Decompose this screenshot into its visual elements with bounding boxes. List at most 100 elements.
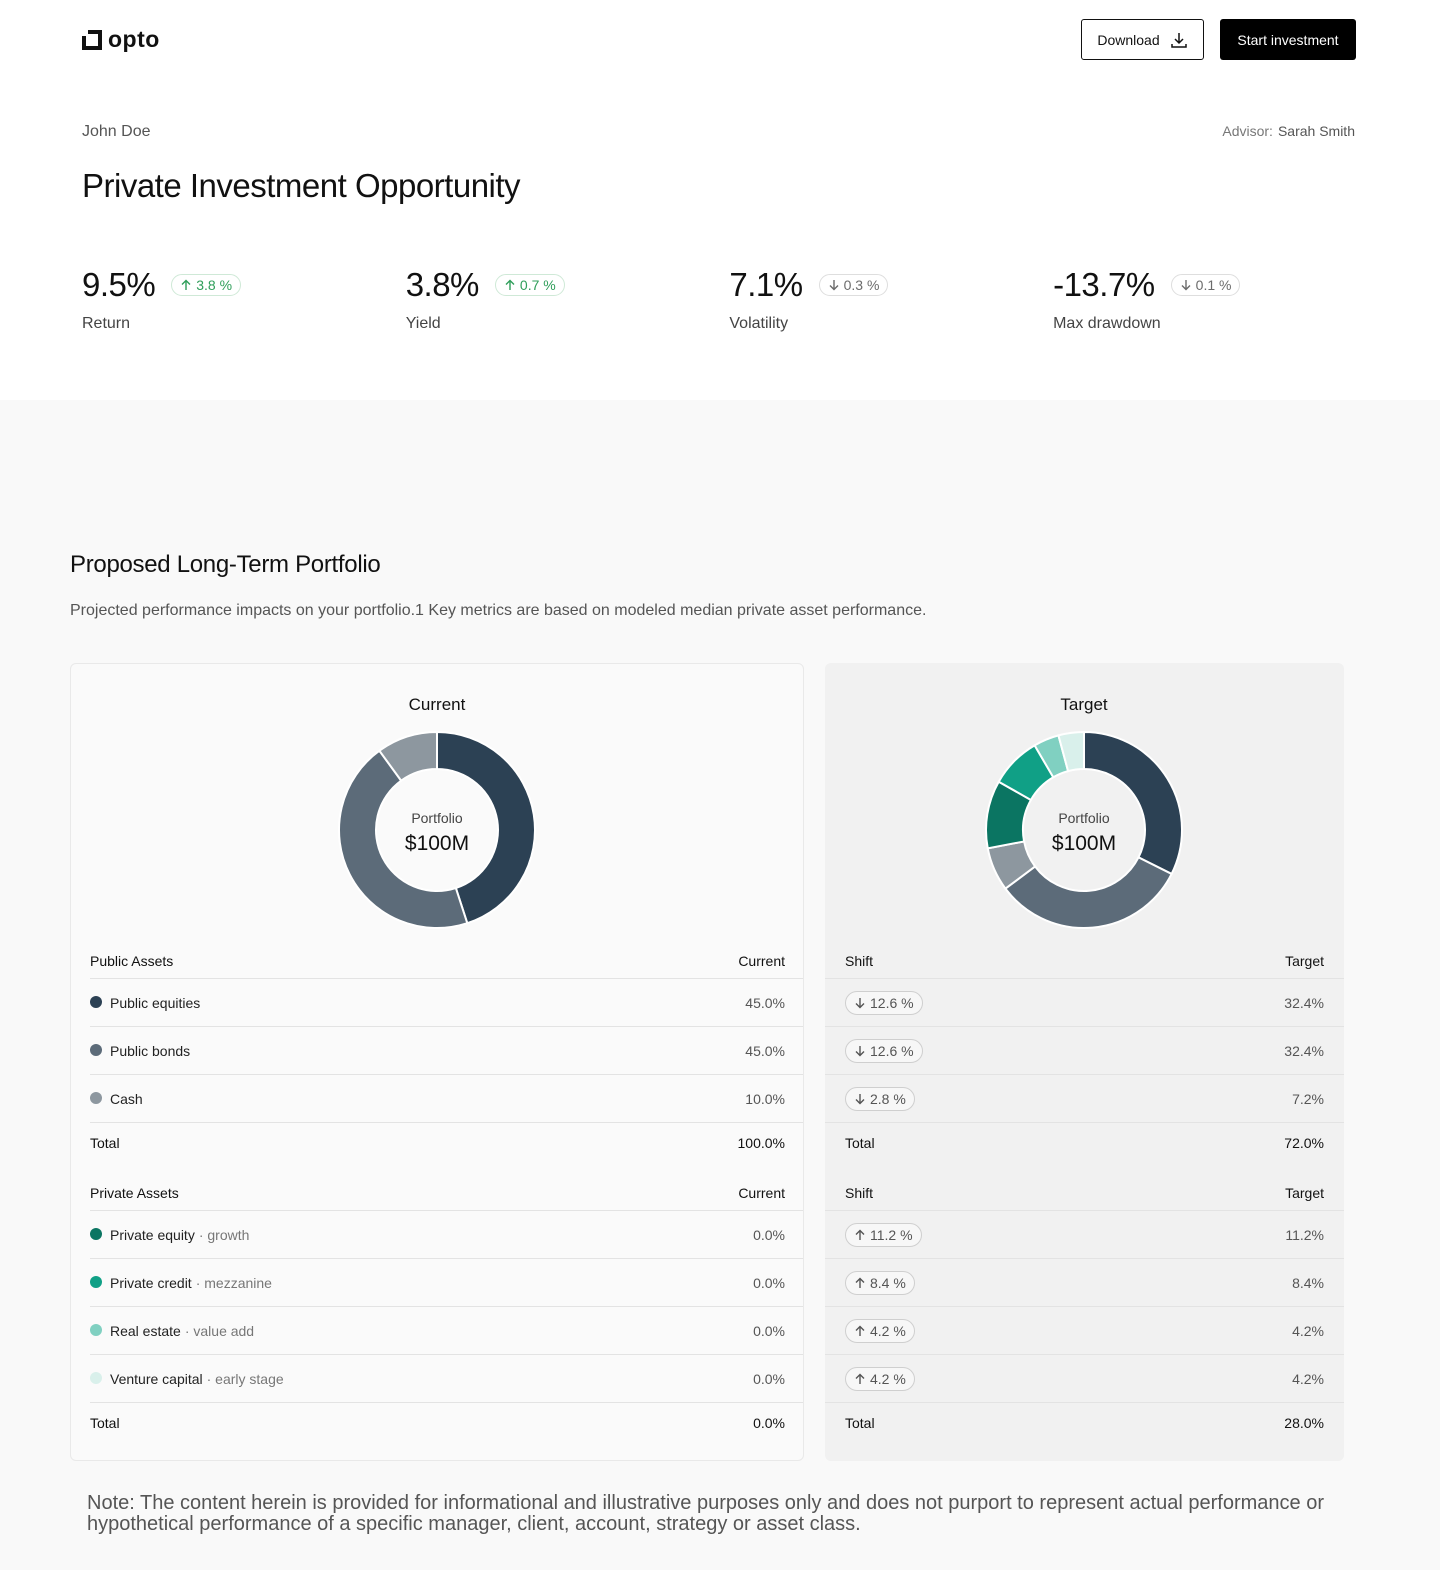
asset-label: Cash xyxy=(110,1091,143,1107)
total-label: Total xyxy=(845,1415,875,1431)
note: Note: The content herein is provided for… xyxy=(87,1492,1325,1535)
shift-value: 12.6 % xyxy=(870,995,914,1011)
arrow-icon xyxy=(181,279,191,290)
column-header: Current xyxy=(738,953,785,969)
asset-name: Public bonds xyxy=(110,1041,190,1061)
legend-dot xyxy=(90,1092,102,1104)
donut-center-label: Portfolio xyxy=(1058,810,1110,826)
chart-title: Target xyxy=(1060,695,1108,714)
current-value: 10.0% xyxy=(745,1091,785,1107)
metric-change: 0.3 % xyxy=(843,277,880,293)
current-card xyxy=(70,663,804,1461)
table-line xyxy=(825,1258,1344,1259)
total-current: 0.0% xyxy=(753,1415,785,1431)
table-line xyxy=(90,1210,803,1211)
arrow-icon xyxy=(855,1094,865,1105)
page-title: Private Investment Opportunity xyxy=(82,167,521,204)
download-button[interactable]: Download xyxy=(1081,19,1204,60)
shift-badge: 11.2 % xyxy=(845,1223,922,1247)
arrow-icon xyxy=(505,279,515,290)
asset-name: Venture capital · early stage xyxy=(110,1369,284,1389)
column-header: Shift xyxy=(845,1185,874,1201)
metric: 9.5% 3.8 % xyxy=(82,265,242,305)
shift-badge: 4.2 % xyxy=(845,1367,915,1391)
legend-dot xyxy=(90,1044,102,1056)
shift-value: 2.8 % xyxy=(870,1091,906,1107)
shift-badge: 12.6 % xyxy=(845,1039,923,1063)
metric-label: Return xyxy=(82,315,131,332)
target-value: 4.2% xyxy=(1292,1323,1324,1339)
total-label: Total xyxy=(845,1135,875,1151)
logo-icon xyxy=(82,30,102,50)
metric-badge: 0.3 % xyxy=(818,274,889,296)
metric-change: 0.1 % xyxy=(1195,277,1232,293)
table-line xyxy=(825,1026,1344,1027)
target-value: 11.2% xyxy=(1285,1227,1324,1243)
arrow-icon xyxy=(1181,280,1191,291)
metric-change: 3.8 % xyxy=(196,277,233,293)
donut-center-label: Portfolio xyxy=(411,810,463,826)
metric: 7.1% 0.3 % xyxy=(729,265,889,305)
current-value: 45.0% xyxy=(745,1043,785,1059)
arrow-icon xyxy=(829,280,839,291)
table-line xyxy=(90,1402,803,1403)
asset-label: Real estate xyxy=(110,1323,181,1339)
table-line xyxy=(90,1258,803,1259)
total-label: Total xyxy=(90,1415,120,1431)
current-value: 0.0% xyxy=(753,1323,785,1339)
legend-dot xyxy=(90,1324,102,1336)
asset-detail: · early stage xyxy=(206,1371,284,1387)
table-line xyxy=(825,978,1344,979)
arrow-icon xyxy=(855,1373,865,1384)
table-line xyxy=(90,1306,803,1307)
metric-label: Volatility xyxy=(729,315,789,332)
legend-dot xyxy=(90,1372,102,1384)
download-icon xyxy=(1170,32,1187,48)
table-line xyxy=(825,1074,1344,1075)
client-name: John Doe xyxy=(82,123,151,140)
start-investment-button[interactable]: Start investment xyxy=(1220,19,1356,60)
metric-value: 3.8% xyxy=(405,266,480,303)
target-value: 32.4% xyxy=(1284,995,1324,1011)
metric-value: 7.1% xyxy=(729,266,803,303)
column-header: Target xyxy=(1285,1185,1324,1201)
metric-badge: 0.1 % xyxy=(1170,274,1241,296)
metric-label: Yield xyxy=(405,315,441,332)
asset-label: Private equity xyxy=(110,1227,195,1243)
asset-name: Public equities xyxy=(110,993,200,1013)
table-line xyxy=(90,1074,803,1075)
total-label: Total xyxy=(90,1135,120,1151)
metric: -13.7% 0.1 % xyxy=(1053,265,1241,305)
table-line xyxy=(825,1306,1344,1307)
asset-detail: · mezzanine xyxy=(195,1275,272,1291)
shift-value: 8.4 % xyxy=(870,1275,906,1291)
asset-name: Real estate · value add xyxy=(110,1321,254,1341)
total-target: 72.0% xyxy=(1284,1135,1324,1151)
asset-label: Venture capital xyxy=(110,1371,203,1387)
asset-name: Private credit · mezzanine xyxy=(110,1273,272,1293)
shift-value: 4.2 % xyxy=(870,1371,906,1387)
table-line xyxy=(90,1122,803,1123)
column-header: Shift xyxy=(845,953,874,969)
metric-value: -13.7% xyxy=(1053,266,1155,303)
metric: 3.8% 0.7 % xyxy=(406,265,565,305)
shift-value: 4.2 % xyxy=(870,1323,906,1339)
asset-label: Private credit xyxy=(110,1275,192,1291)
metric-change: 0.7 % xyxy=(519,277,556,293)
asset-name: Cash xyxy=(110,1089,143,1109)
metric-value: 9.5% xyxy=(82,266,156,303)
group-header: Private Assets xyxy=(90,1185,179,1201)
shift-badge: 4.2 % xyxy=(845,1319,915,1343)
current-value: 0.0% xyxy=(753,1227,785,1243)
donut-center-value: $100M xyxy=(404,832,470,855)
button-label: Start investment xyxy=(1237,31,1339,48)
arrow-icon xyxy=(855,1277,865,1288)
asset-detail: · growth xyxy=(198,1227,250,1243)
section-title: Proposed Long-Term Portfolio xyxy=(70,551,381,578)
table-line xyxy=(90,978,803,979)
shift-badge: 8.4 % xyxy=(845,1271,915,1295)
target-value: 7.2% xyxy=(1292,1091,1324,1107)
metric-badge: 0.7 % xyxy=(494,274,565,296)
arrow-icon xyxy=(855,1046,865,1057)
arrow-icon xyxy=(855,1229,865,1240)
